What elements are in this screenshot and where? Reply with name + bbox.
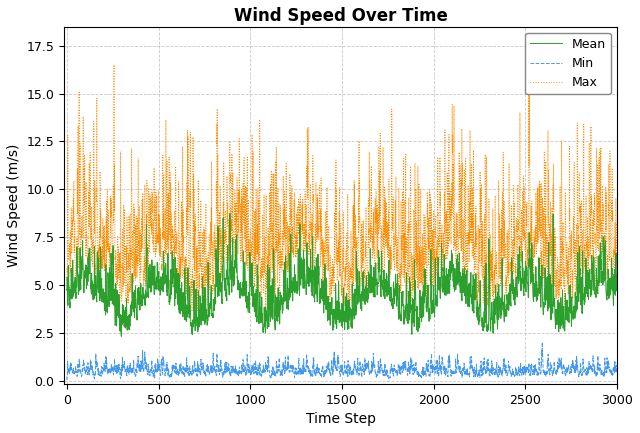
Mean — [226, 211, 234, 216]
Max — [613, 223, 621, 229]
Mean — [298, 272, 306, 278]
Mean — [613, 285, 621, 291]
Mean — [63, 287, 70, 292]
Legend: Mean, Min, Max: Mean, Min, Max — [525, 33, 611, 94]
Min — [538, 340, 546, 345]
X-axis label: Time Step: Time Step — [306, 412, 376, 426]
Mean — [126, 320, 134, 326]
Max — [543, 259, 551, 264]
Max — [158, 264, 166, 269]
Max — [494, 310, 502, 315]
Line: Mean: Mean — [67, 213, 617, 336]
Min — [613, 365, 621, 370]
Max — [274, 191, 282, 196]
Mean — [543, 290, 551, 295]
Max — [525, 56, 533, 61]
Mean — [275, 285, 282, 290]
Min — [543, 372, 551, 377]
Max — [125, 290, 133, 295]
Title: Wind Speed Over Time: Wind Speed Over Time — [234, 7, 447, 25]
Y-axis label: Wind Speed (m/s): Wind Speed (m/s) — [7, 143, 21, 267]
Min — [158, 367, 166, 372]
Min — [298, 368, 305, 373]
Max — [603, 237, 611, 242]
Min — [63, 378, 70, 383]
Min — [602, 365, 610, 370]
Line: Min: Min — [67, 343, 617, 380]
Mean — [603, 295, 611, 301]
Mean — [118, 334, 125, 339]
Max — [63, 278, 70, 283]
Max — [298, 217, 305, 223]
Line: Max: Max — [67, 58, 617, 313]
Min — [274, 369, 282, 374]
Mean — [159, 283, 166, 288]
Min — [125, 365, 133, 371]
